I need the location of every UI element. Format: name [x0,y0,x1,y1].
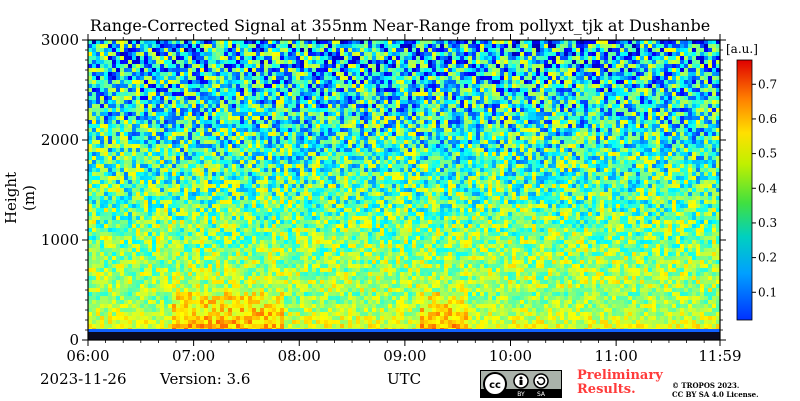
colorbar-tick-label: 0.6 [758,112,777,126]
colorbar [737,60,752,320]
y-tick-label: 0 [69,331,79,349]
preliminary-notice: Preliminary Results. [577,369,663,397]
y-axis-label: Height (m) [2,158,38,238]
x-tick-label: 11:59 [698,347,741,365]
near-surface-band [88,329,720,332]
copyright-line-2: CC BY SA 4.0 License. [672,390,759,399]
badge-sa-label: SA [537,391,546,397]
x-tick-label: 07:00 [172,347,215,365]
heatmap-plot-area [88,40,720,340]
x-tick-label: 08:00 [278,347,321,365]
x-tick-label: 09:00 [383,347,426,365]
colorbar-tick-label: 0.1 [758,285,777,299]
preliminary-line-2: Results. [577,383,663,397]
copyright-notice: © TROPOS 2023. CC BY SA 4.0 License. [672,381,759,399]
chart-title: Range-Corrected Signal at 355nm Near-Ran… [0,16,800,36]
x-tick-label: 06:00 [66,347,109,365]
colorbar-unit-label: [a.u.] [726,42,758,56]
preliminary-line-1: Preliminary [577,369,663,383]
cc-license-icon: cc BY SA [481,371,561,397]
footer-date: 2023-11-26 [40,370,126,388]
footer-version: Version: 3.6 [160,370,250,388]
colorbar-tick-label: 0.7 [758,77,777,91]
x-tick-label: 11:00 [595,347,638,365]
copyright-line-1: © TROPOS 2023. [672,381,759,390]
y-tick-label: 1000 [41,231,79,249]
x-tick-label: 10:00 [489,347,532,365]
colorbar-tick-label: 0.3 [758,216,777,230]
badge-by-label: BY [517,391,525,397]
colorbar-tick-label: 0.4 [758,181,777,195]
x-axis-label: UTC [387,370,421,388]
colorbar-tick-label: 0.2 [758,251,777,265]
y-tick-label: 2000 [41,131,79,149]
colorbar-ticks: 0.1 0.2 0.3 0.4 0.5 0.6 0.7 [752,77,777,299]
blind-zone [88,332,720,340]
cc-by-sa-badge: cc BY SA [480,370,562,398]
colorbar-tick-label: 0.5 [758,147,777,161]
